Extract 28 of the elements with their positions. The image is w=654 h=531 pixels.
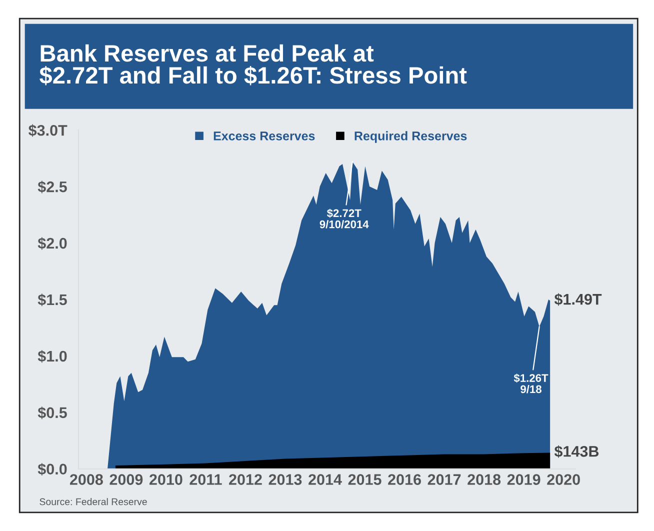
- x-tick-label: 2016: [388, 474, 421, 485]
- y-tick-label: $1.5: [38, 294, 67, 306]
- y-tick-label: $3.0T: [28, 124, 68, 137]
- x-tick-label: 2008: [70, 474, 103, 485]
- x-tick-label: 2012: [229, 474, 262, 485]
- annotation: $143B: [554, 445, 599, 458]
- annotation: $1.49T: [554, 293, 602, 306]
- source-note: Source: Federal Reserve: [40, 498, 147, 506]
- x-tick-label: 2009: [110, 474, 143, 485]
- annotation: $1.26T 9/18: [514, 374, 548, 394]
- y-tick-label: $2.5: [38, 180, 67, 194]
- x-tick-label: 2017: [428, 474, 461, 485]
- x-tick-label: 2018: [468, 474, 501, 485]
- x-tick-label: 2010: [149, 474, 182, 485]
- x-tick-label: 2015: [348, 474, 382, 485]
- x-tick-label: 2014: [308, 474, 342, 485]
- legend-label: Excess Reserves: [214, 132, 315, 140]
- legend-label: Required Reserves: [354, 131, 467, 143]
- chart-title: Bank Reserves at Fed Peak at $2.72T and Fall to $1.26T: Stress Point: [40, 44, 467, 86]
- y-tick-label: $0.0: [38, 463, 67, 476]
- y-tick-label: $0.5: [38, 406, 67, 420]
- x-tick-label: 2019: [507, 474, 540, 485]
- x-tick-label: 2011: [190, 474, 222, 485]
- y-tick-label: $2.0: [38, 237, 67, 250]
- annotation: $2.72T 9/10/2014: [320, 208, 369, 228]
- x-tick-label: 2013: [268, 474, 302, 485]
- y-tick-label: $1.0: [38, 350, 67, 363]
- x-tick-label: 2020: [547, 474, 580, 485]
